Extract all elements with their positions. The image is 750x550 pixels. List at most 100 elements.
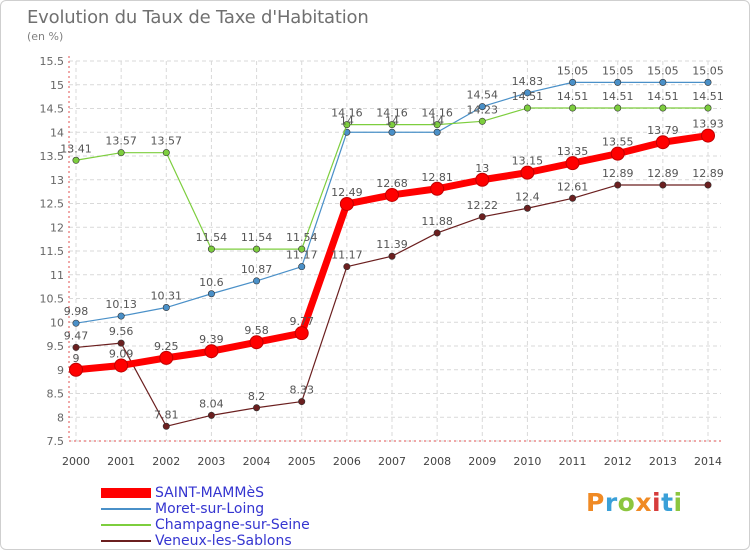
data-point xyxy=(565,156,580,171)
y-tick-label: 11.5 xyxy=(40,245,65,258)
data-label: 9.56 xyxy=(109,325,134,338)
data-label: 14.16 xyxy=(331,107,363,120)
data-point xyxy=(520,165,535,180)
logo-letter: r xyxy=(604,488,618,517)
y-tick-label: 12 xyxy=(50,221,64,234)
data-point xyxy=(523,204,531,212)
y-tick-label: 11 xyxy=(50,269,64,282)
data-label: 9.25 xyxy=(154,340,179,353)
legend-swatch xyxy=(101,540,151,542)
x-tick-label: 2009 xyxy=(468,455,496,468)
data-label: 14.51 xyxy=(647,90,679,103)
data-label: 14.51 xyxy=(512,90,544,103)
data-label: 9.39 xyxy=(199,333,224,346)
data-point xyxy=(704,181,712,189)
x-tick-label: 2008 xyxy=(423,455,451,468)
y-tick-label: 9.5 xyxy=(47,340,65,353)
logo-letter: t xyxy=(661,488,674,517)
y-tick-label: 15.5 xyxy=(40,55,65,68)
legend-label: Veneux-les-Sablons xyxy=(155,533,292,549)
data-point xyxy=(655,135,670,150)
data-label: 14.51 xyxy=(692,90,724,103)
data-label: 11.17 xyxy=(331,249,363,262)
x-tick-label: 2006 xyxy=(333,455,361,468)
data-label: 9.77 xyxy=(289,315,314,328)
data-label: 7.81 xyxy=(154,408,179,421)
data-point xyxy=(207,245,215,253)
data-point xyxy=(253,404,261,412)
data-label: 15.05 xyxy=(602,64,634,77)
data-label: 8.33 xyxy=(289,384,314,397)
y-tick-label: 9 xyxy=(57,364,64,377)
proxiti-logo: Proxiti xyxy=(586,488,683,517)
data-label: 8.2 xyxy=(248,390,266,403)
data-label: 12.89 xyxy=(647,167,679,180)
legend-label: SAINT-MAMMèS xyxy=(155,485,264,501)
logo-letter: x xyxy=(635,488,652,517)
data-label: 9.09 xyxy=(109,347,134,360)
x-tick-label: 2010 xyxy=(513,455,541,468)
data-label: 12.4 xyxy=(515,190,540,203)
x-tick-label: 2002 xyxy=(152,455,180,468)
data-label: 11.54 xyxy=(196,231,228,244)
data-point xyxy=(162,304,170,312)
data-label: 10.13 xyxy=(105,298,137,311)
data-point xyxy=(69,362,83,377)
data-label: 14 xyxy=(340,114,354,127)
data-label: 13.55 xyxy=(602,136,634,149)
data-point xyxy=(704,104,712,112)
x-tick-label: 2013 xyxy=(649,455,677,468)
data-label: 12.61 xyxy=(557,180,589,193)
chart-title: Evolution du Taux de Taxe d'Habitation xyxy=(27,7,369,28)
data-label: 13.15 xyxy=(512,155,544,168)
y-tick-label: 12.5 xyxy=(40,198,65,211)
logo-letter: i xyxy=(673,488,683,517)
data-point xyxy=(117,339,125,347)
data-label: 10.6 xyxy=(199,276,224,289)
data-label: 12.81 xyxy=(421,171,453,184)
data-label: 13.93 xyxy=(692,118,724,131)
data-label: 11.54 xyxy=(241,231,273,244)
data-label: 12.22 xyxy=(467,199,499,212)
data-point xyxy=(207,290,215,298)
data-point xyxy=(478,213,486,221)
data-label: 14.51 xyxy=(557,90,589,103)
data-point xyxy=(388,252,396,260)
data-point xyxy=(659,181,667,189)
y-tick-label: 10.5 xyxy=(40,293,65,306)
y-tick-label: 10 xyxy=(50,316,64,329)
y-tick-label: 14 xyxy=(50,126,64,139)
data-label: 14.54 xyxy=(467,89,499,102)
data-point xyxy=(162,149,170,157)
data-point xyxy=(701,128,715,143)
data-point xyxy=(72,343,80,351)
data-label: 9.98 xyxy=(64,305,89,318)
y-tick-label: 14.5 xyxy=(40,103,65,116)
data-point xyxy=(659,78,667,86)
y-tick-label: 15 xyxy=(50,79,64,92)
legend-swatch xyxy=(101,488,151,498)
x-tick-label: 2000 xyxy=(62,455,90,468)
data-point xyxy=(114,358,129,373)
y-tick-label: 8 xyxy=(57,411,64,424)
data-label: 11.88 xyxy=(421,215,453,228)
data-point xyxy=(478,103,486,111)
data-label: 14.83 xyxy=(512,75,544,88)
data-point xyxy=(294,326,309,341)
logo-letter: P xyxy=(586,488,605,517)
data-point xyxy=(433,229,441,237)
data-point xyxy=(343,121,351,129)
data-label: 13 xyxy=(475,162,489,175)
data-label: 10.31 xyxy=(151,290,183,303)
data-point xyxy=(433,128,441,136)
data-label: 11.54 xyxy=(286,231,318,244)
data-point xyxy=(523,104,531,112)
legend-swatch xyxy=(101,524,151,526)
data-point xyxy=(614,181,622,189)
data-point xyxy=(253,277,261,285)
logo-letter: o xyxy=(617,488,636,517)
data-point xyxy=(298,245,306,253)
x-tick-label: 2011 xyxy=(559,455,587,468)
